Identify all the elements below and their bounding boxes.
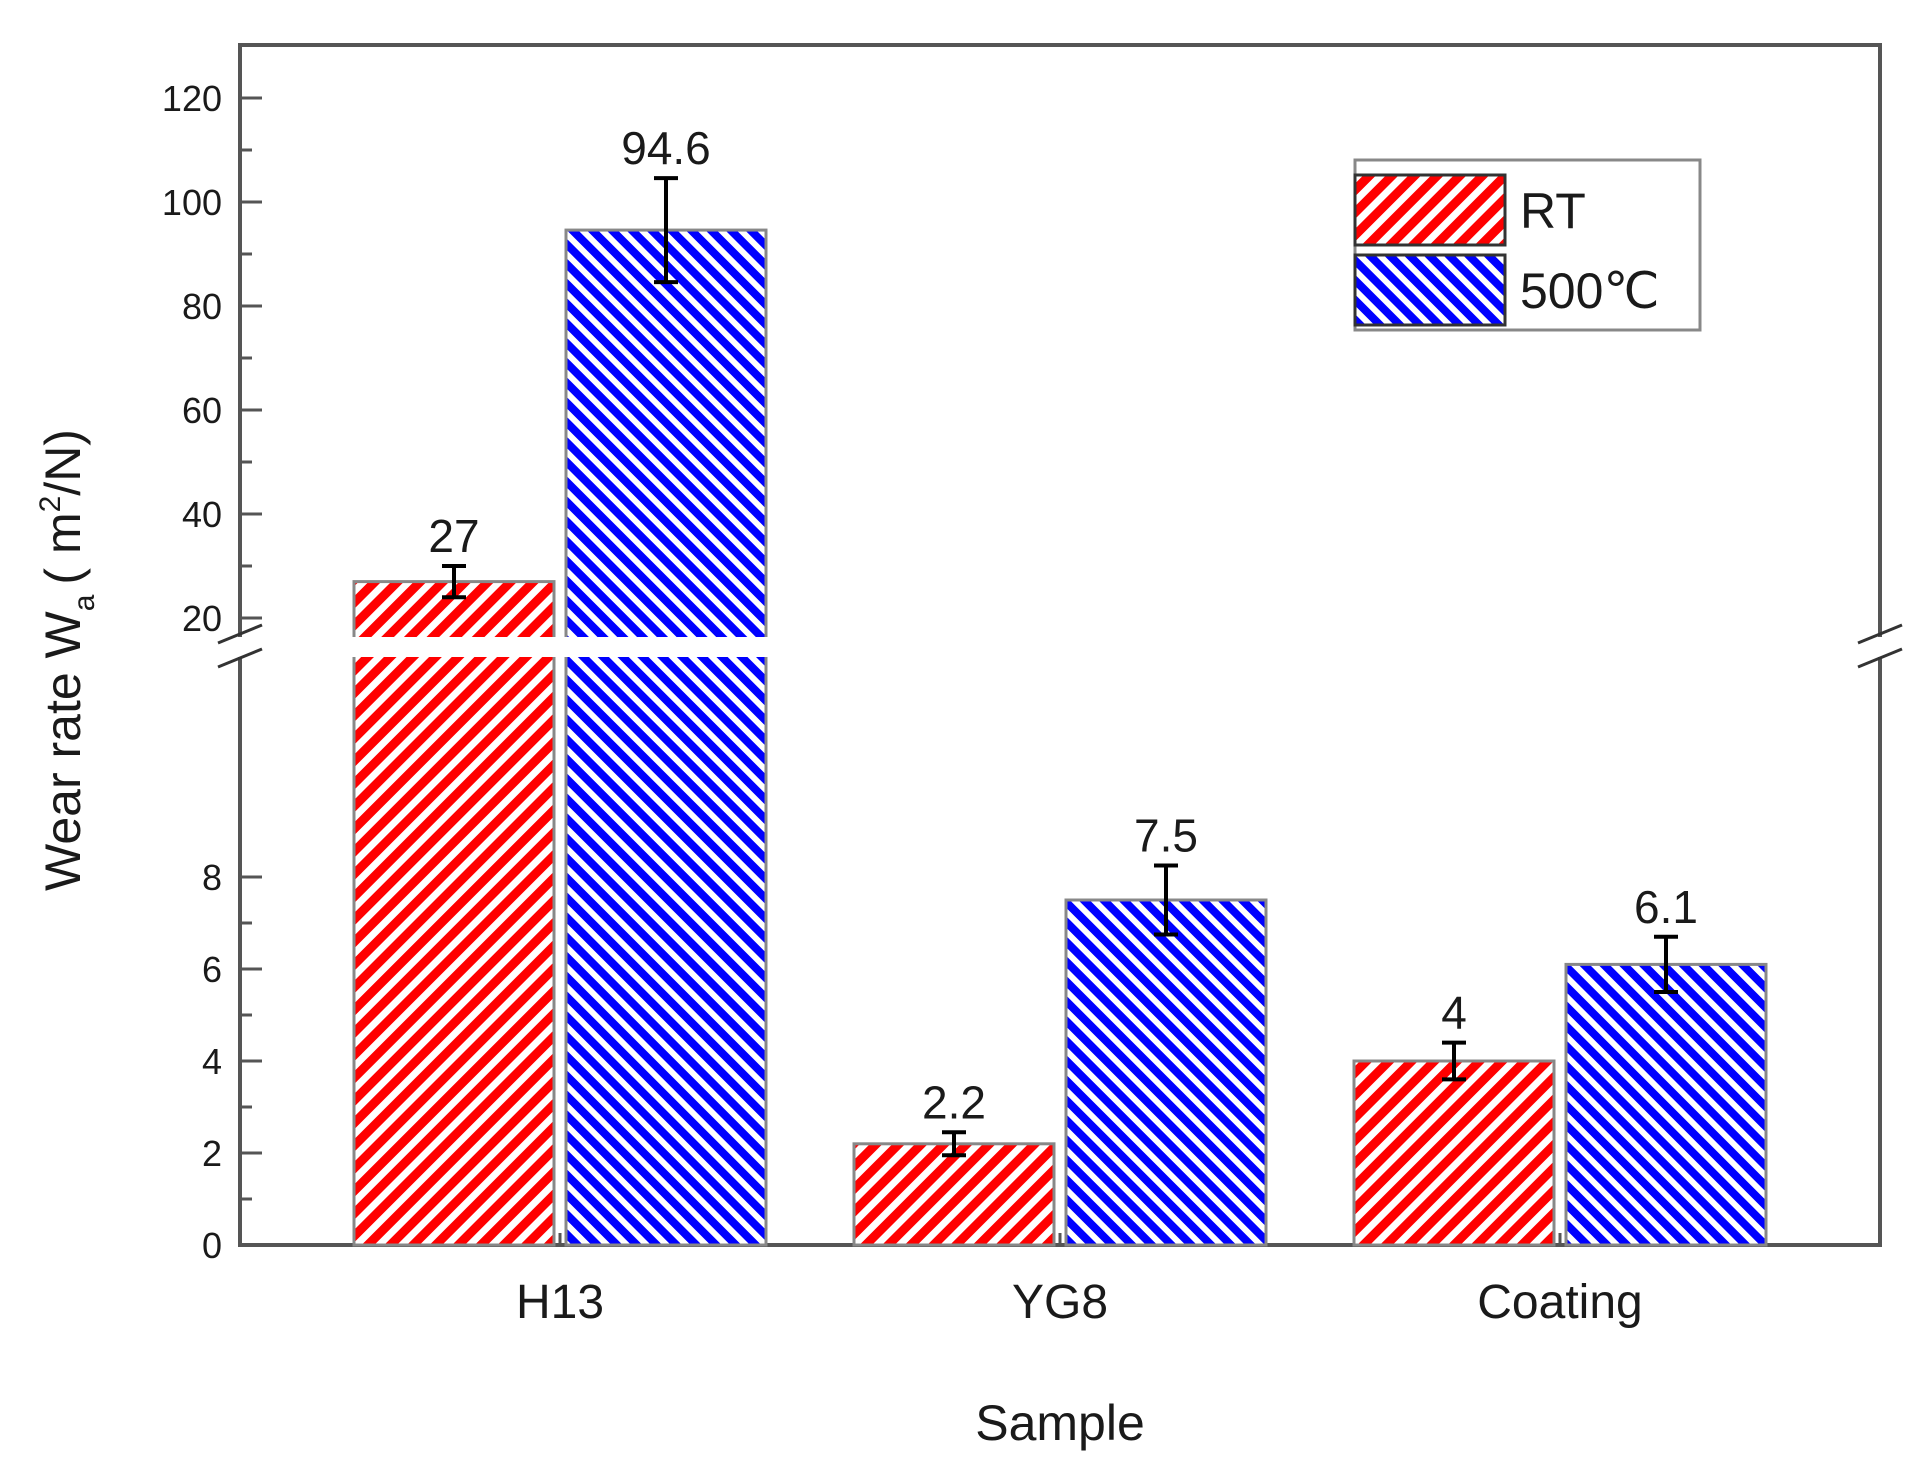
legend-swatch-500c — [1353, 253, 1507, 327]
data-label-h13-500: 94.6 — [621, 122, 711, 174]
x-axis-title: Sample — [975, 1395, 1145, 1451]
x-tick-label-h13: H13 — [516, 1276, 604, 1329]
axis-break-group — [210, 623, 1910, 669]
data-label-coating-500: 6.1 — [1634, 881, 1698, 933]
bar-yg8-rt — [852, 1142, 1056, 1247]
data-label-h13-rt: 27 — [428, 510, 479, 562]
y-tick-label-lower-0: 0 — [202, 1225, 222, 1266]
y-tick-label-upper-40: 40 — [182, 494, 222, 535]
axis-break-gap — [210, 637, 1910, 657]
x-ticks-group: H13 YG8 Coating — [516, 1233, 1643, 1329]
y-axis-title-unit-pre: ( m — [35, 512, 91, 584]
y-tick-label-lower-2: 2 — [202, 1133, 222, 1174]
legend-label-500c: 500℃ — [1520, 263, 1660, 319]
y-tick-label-upper-120: 120 — [162, 78, 222, 119]
y-axis-title-unit-sup: 2 — [34, 496, 67, 513]
y-axis-title-subscript: a — [68, 594, 101, 611]
y-tick-label-upper-20: 20 — [182, 598, 222, 639]
legend-swatch-rt — [1353, 173, 1507, 247]
data-label-yg8-rt: 2.2 — [922, 1076, 986, 1128]
bars-group — [352, 228, 1768, 1247]
y-tick-label-upper-60: 60 — [182, 390, 222, 431]
axis-break-mark-left-lower — [217, 647, 263, 669]
y-ticks-group: 0 2 4 6 8 20 40 60 80 100 120 — [162, 78, 262, 1266]
axis-break-mark-right-upper — [1857, 623, 1903, 645]
axis-break-mark-left-upper — [217, 623, 263, 645]
x-tick-label-coating: Coating — [1477, 1276, 1642, 1329]
y-axis-title: Wear rate Wa ( m2/N) — [34, 429, 101, 891]
bar-coating-rt — [1352, 1059, 1556, 1247]
bar-h13-rt — [352, 580, 556, 1247]
y-tick-label-lower-8: 8 — [202, 857, 222, 898]
legend: RT 500℃ — [1353, 158, 1702, 332]
x-tick-label-yg8: YG8 — [1012, 1276, 1108, 1329]
bar-yg8-500 — [1064, 898, 1268, 1247]
y-tick-label-lower-4: 4 — [202, 1041, 222, 1082]
y-axis-title-unit-post: /N) — [35, 429, 91, 496]
bar-coating-500 — [1564, 962, 1768, 1247]
y-tick-label-upper-100: 100 — [162, 182, 222, 223]
error-bars-group — [442, 176, 1678, 1158]
data-labels-group: 27 94.6 2.2 7.5 4 6.1 — [428, 122, 1698, 1128]
legend-label-rt: RT — [1520, 183, 1586, 239]
y-tick-label-lower-6: 6 — [202, 949, 222, 990]
y-axis-title-main: Wear rate W — [35, 610, 91, 890]
bar-h13-500 — [564, 228, 768, 1247]
axis-break-mark-right-lower — [1857, 647, 1903, 669]
y-tick-label-upper-80: 80 — [182, 286, 222, 327]
data-label-coating-rt: 4 — [1441, 987, 1467, 1039]
data-label-yg8-500: 7.5 — [1134, 810, 1198, 862]
